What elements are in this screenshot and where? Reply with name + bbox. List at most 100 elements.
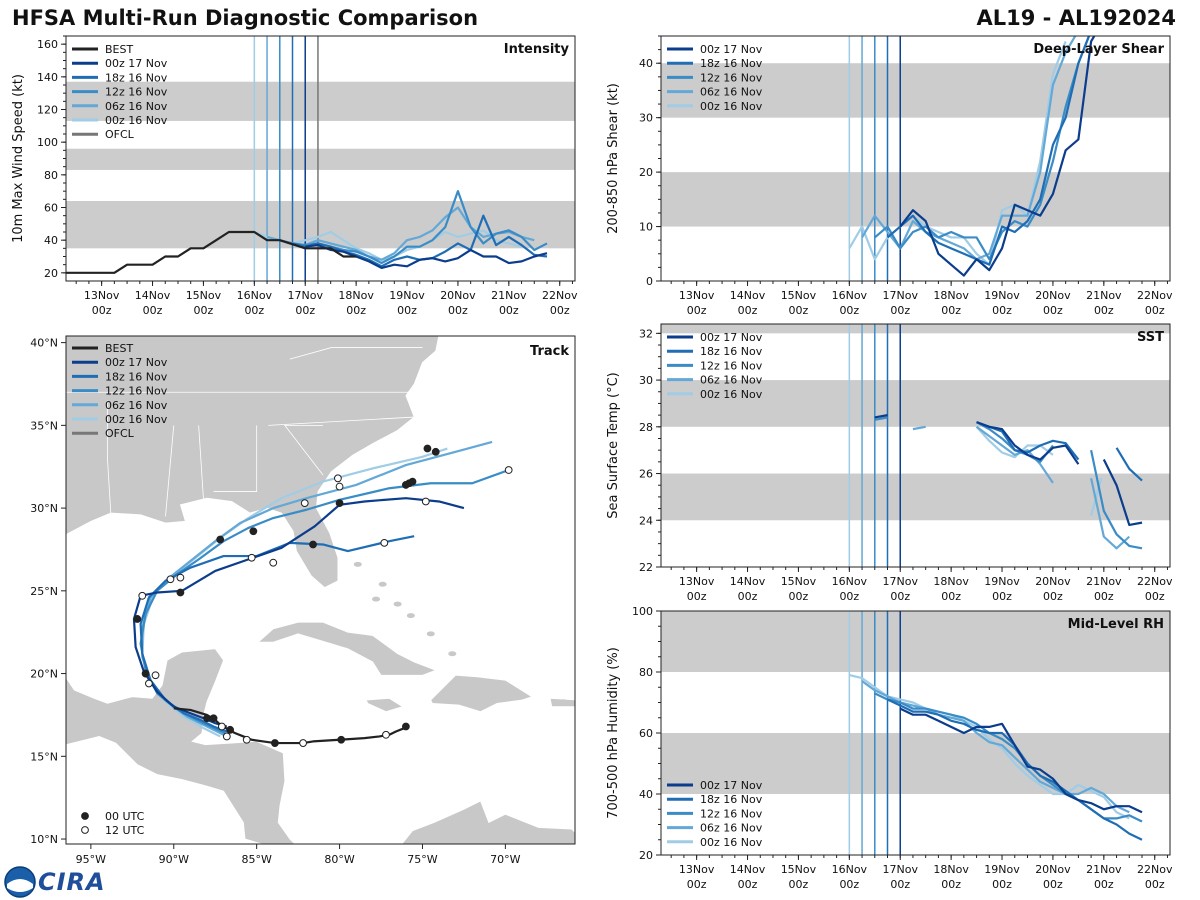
track-ytick-label: 40°N bbox=[30, 337, 58, 350]
intensity-legend-label: OFCL bbox=[105, 128, 135, 141]
shear-ytick-label: 40 bbox=[639, 57, 653, 70]
track-legend-label: 06z 16 Nov bbox=[105, 399, 168, 412]
track-marker-legend-symbol bbox=[81, 812, 89, 820]
shear-legend-label: 18z 16 Nov bbox=[700, 57, 763, 70]
track-ytick-label: 35°N bbox=[30, 419, 58, 432]
track-marker-run_12z16 bbox=[421, 497, 430, 506]
shear-xtick-label-hour: 00z bbox=[992, 304, 1012, 317]
panel-rh: 20 40 60 80 100 13Nov 00z 14Nov 00z 15Nov 00z 16Nov… bbox=[606, 605, 1173, 891]
sst-ytick-label: 24 bbox=[639, 514, 653, 527]
rh-xtick-label-day: 16Nov bbox=[832, 863, 868, 876]
intensity-xtick-label-hour: 00z bbox=[499, 304, 519, 317]
intensity-xtick-label-hour: 00z bbox=[550, 304, 570, 317]
track-legend-label: OFCL bbox=[105, 427, 135, 440]
intensity-xtick-label-day: 13Nov bbox=[84, 289, 120, 302]
track-xtick-label: 80°W bbox=[324, 853, 354, 866]
intensity-legend-label: 12z 16 Nov bbox=[105, 86, 168, 99]
shear-xtick-label-hour: 00z bbox=[1043, 304, 1063, 317]
track-marker-run_06z16 bbox=[300, 499, 309, 508]
sst-xtick-label-hour: 00z bbox=[890, 590, 910, 603]
shear-legend-label: 00z 17 Nov bbox=[700, 43, 763, 56]
rh-xtick-label-hour: 00z bbox=[941, 878, 961, 891]
sst-ytick-label: 26 bbox=[639, 468, 653, 481]
shear-ylabel: 200-850 hPa Shear (kt) bbox=[606, 83, 621, 234]
shear-xtick-label-day: 22Nov bbox=[1137, 289, 1173, 302]
track-xtick-label: 95°W bbox=[76, 853, 106, 866]
intensity-ytick-label: 20 bbox=[44, 267, 58, 280]
shear-ytick-label: 30 bbox=[639, 112, 653, 125]
land-central-america bbox=[66, 648, 296, 844]
border-line-5 bbox=[107, 400, 112, 514]
shear-xtick-label-hour: 00z bbox=[687, 304, 707, 317]
shear-series-group bbox=[848, 36, 1096, 277]
track-marker-run_00z16 bbox=[334, 474, 342, 483]
intensity-xtick-label-day: 17Nov bbox=[287, 289, 323, 302]
track-marker-run_06z16 bbox=[151, 671, 160, 680]
border-line-7 bbox=[289, 347, 423, 360]
shear-xtick-label-day: 21Nov bbox=[1086, 289, 1122, 302]
track-marker-legend-label: 00 UTC bbox=[105, 810, 145, 823]
sst-legend-label: 18z 16 Nov bbox=[700, 345, 763, 358]
rh-legend-label: 18z 16 Nov bbox=[700, 793, 763, 806]
track-run_00z17 bbox=[132, 497, 465, 728]
sst-series-group bbox=[874, 414, 1143, 550]
rh-xtick-label-hour: 00z bbox=[992, 878, 1012, 891]
sst-xtick-label-hour: 00z bbox=[1094, 590, 1114, 603]
intensity-xtick-label-hour: 00z bbox=[448, 304, 468, 317]
shear-xtick-label-day: 18Nov bbox=[933, 289, 969, 302]
rh-xtick-label-day: 14Nov bbox=[730, 863, 766, 876]
intensity-band-2 bbox=[66, 81, 575, 121]
sst-series-run_06z16-2 bbox=[1090, 477, 1131, 550]
intensity-xtick-label-day: 21Nov bbox=[491, 289, 527, 302]
cira-logo: CIRA bbox=[38, 868, 106, 896]
sst-xtick-label-hour: 00z bbox=[941, 590, 961, 603]
border-line-0 bbox=[198, 425, 205, 502]
intensity-xtick-label-day: 14Nov bbox=[135, 289, 171, 302]
land-jamaica bbox=[365, 697, 404, 713]
sst-xtick-label-day: 15Nov bbox=[781, 575, 817, 588]
track-marker-run_12z16 bbox=[335, 482, 344, 491]
shear-xtick-label-day: 16Nov bbox=[832, 289, 868, 302]
intensity-xtick-label-hour: 00z bbox=[244, 304, 264, 317]
intensity-ytick-label: 60 bbox=[44, 202, 58, 215]
sst-xtick-label-day: 21Nov bbox=[1086, 575, 1122, 588]
track-marker-best bbox=[209, 714, 218, 723]
land-bahamas-6 bbox=[353, 561, 362, 567]
intensity-legend-label: 00z 17 Nov bbox=[105, 57, 168, 70]
rh-band-0 bbox=[661, 733, 1170, 794]
rh-legend-label: 12z 16 Nov bbox=[700, 807, 763, 820]
land-usa bbox=[66, 336, 440, 588]
land-bahamas-4 bbox=[426, 631, 435, 637]
storm-id: AL19 - AL192024 bbox=[976, 6, 1177, 30]
shear-xtick-label-day: 13Nov bbox=[679, 289, 715, 302]
track-xtick-label: 90°W bbox=[159, 853, 189, 866]
rh-panel-title: Mid-Level RH bbox=[1068, 617, 1164, 632]
track-marker-run_00z17 bbox=[133, 615, 142, 623]
track-marker-best bbox=[242, 735, 251, 744]
rh-xtick-label-hour: 00z bbox=[687, 878, 707, 891]
shear-xtick-label-hour: 00z bbox=[839, 304, 859, 317]
intensity-series-group bbox=[66, 190, 548, 274]
rh-xtick-label-hour: 00z bbox=[789, 878, 809, 891]
land-bahamas-1 bbox=[378, 581, 387, 587]
sst-xtick-label-day: 16Nov bbox=[832, 575, 868, 588]
sst-legend-label: 00z 16 Nov bbox=[700, 388, 763, 401]
sst-frame bbox=[660, 323, 1171, 568]
track-marker-best bbox=[271, 739, 279, 747]
shear-xtick-label-hour: 00z bbox=[738, 304, 758, 317]
noaa-logo-icon bbox=[4, 866, 36, 898]
rh-legend-label: 00z 17 Nov bbox=[700, 779, 763, 792]
intensity-band-1 bbox=[66, 148, 575, 170]
sst-xtick-label-day: 19Nov bbox=[984, 575, 1020, 588]
land-bahamas-3 bbox=[406, 613, 415, 619]
intensity-ylabel: 10m Max Wind Speed (kt) bbox=[11, 74, 26, 243]
rh-legend-label: 06z 16 Nov bbox=[700, 822, 763, 835]
intensity-xtick-label-day: 15Nov bbox=[186, 289, 222, 302]
intensity-series-best-0 bbox=[66, 230, 357, 274]
rh-xtick-label-day: 21Nov bbox=[1086, 863, 1122, 876]
intensity-panel-title: Intensity bbox=[504, 42, 570, 57]
sst-ylabel: Sea Surface Temp (°C) bbox=[606, 372, 621, 519]
track-marker-best bbox=[337, 735, 346, 744]
track-marker-best bbox=[226, 725, 235, 734]
track-marker-run_00z17 bbox=[269, 558, 278, 567]
